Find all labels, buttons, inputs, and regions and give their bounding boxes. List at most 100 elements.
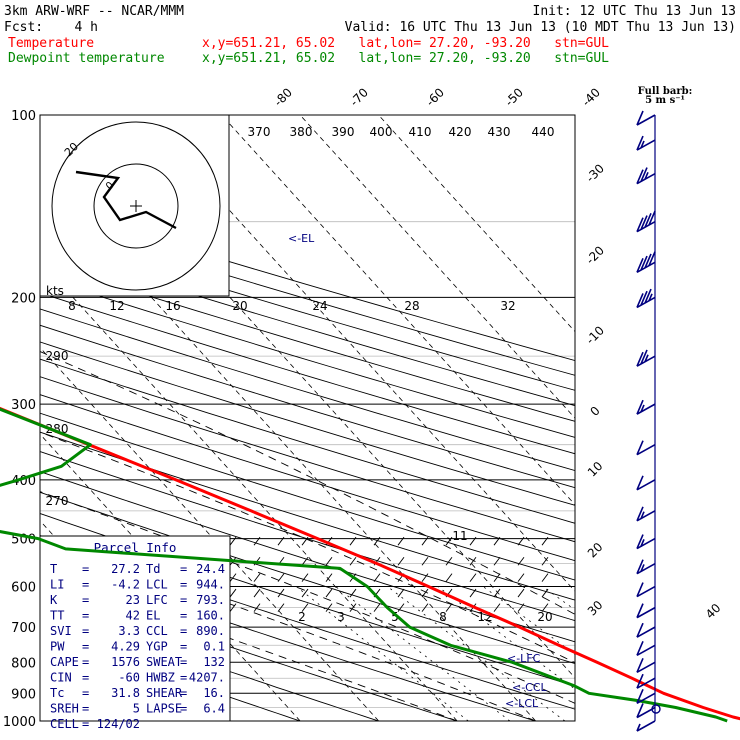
theta-e-tick — [373, 603, 381, 612]
theta-e-tick — [421, 603, 429, 612]
annotation-lcl: <-LCL — [505, 697, 539, 710]
parcel-cell: CIN — [50, 671, 72, 685]
parcel-cell: = — [180, 671, 187, 685]
theta-e-tick — [469, 588, 477, 598]
theta-e-tick — [229, 588, 237, 598]
isotherm — [40, 260, 458, 721]
isotherm — [299, 115, 575, 419]
isotherm — [64, 115, 575, 679]
theta-e-tick — [373, 536, 381, 546]
theta-e-tick — [301, 588, 309, 598]
parcel-cell: = — [82, 702, 89, 716]
parcel-cell: 23 — [126, 593, 140, 607]
parcel-cell: = — [82, 578, 89, 592]
parcel-cell: 1576 — [111, 655, 140, 669]
parcel-cell: = — [180, 593, 187, 607]
theta-label-left: 270 — [46, 494, 69, 508]
parcel-cell: CCL — [146, 624, 168, 638]
mixing-ratio-label: 24 — [312, 299, 327, 313]
parcel-cell: 5 — [133, 702, 140, 716]
parcel-cell: T — [50, 562, 57, 576]
parcel-cell: = — [180, 609, 187, 623]
theta-e-tick — [229, 603, 237, 612]
theta-e-tick — [541, 573, 549, 582]
theta-e-tick — [445, 536, 453, 546]
dry-adiabat — [40, 341, 575, 506]
wind-barb — [636, 440, 656, 456]
parcel-cell: 0.1 — [203, 640, 225, 654]
mixing-ratio-label: 8 — [439, 610, 447, 624]
wind-barbs — [636, 110, 661, 732]
theta-e-tick — [349, 536, 357, 546]
parcel-cell: 6.4 — [203, 702, 225, 716]
mixing-ratio-line — [335, 586, 511, 721]
parcel-cell: SREH — [50, 702, 79, 716]
wind-barb — [636, 673, 656, 689]
parcel-cell: PW — [50, 640, 65, 654]
parcel-cell: 4207. — [189, 671, 225, 685]
parcel-cell: = — [82, 717, 89, 731]
theta-e-tick — [421, 536, 429, 546]
theta-e-tick — [541, 603, 549, 612]
parcel-cell: 42 — [126, 609, 140, 623]
theta-label-top: 370 — [248, 125, 271, 139]
parcel-cell: HWBZ — [146, 671, 175, 685]
wind-barb — [636, 559, 656, 575]
isobar-label-300: 300 — [11, 398, 36, 413]
annotation-el: <-EL — [288, 232, 315, 245]
dry-adiabat — [40, 412, 575, 581]
theta-e-tick — [397, 536, 405, 546]
valid-time: Valid: 16 UTC Thu 13 Jun 13 (10 MDT Thu … — [345, 20, 736, 35]
mixing-ratio-label: 16 — [165, 299, 180, 313]
theta-e-tick — [253, 588, 261, 598]
theta-e-tick — [517, 603, 525, 612]
theta-e-tick — [541, 556, 549, 566]
dry-adiabat — [40, 471, 575, 643]
theta-e-tick — [469, 556, 477, 566]
theta-e-tick — [277, 603, 285, 612]
wind-barb — [636, 349, 656, 367]
parcel-cell: = — [82, 671, 89, 685]
theta-label-top: 390 — [332, 125, 355, 139]
sounding-profiles — [0, 406, 740, 723]
parcel-cell: 27.2 — [111, 562, 140, 576]
theta-e-tick — [541, 588, 549, 598]
parcel-cell: = — [180, 640, 187, 654]
parcel-cell: SWEAT — [146, 655, 182, 669]
mixing-ratio-label: 3 — [337, 610, 345, 624]
parcel-cell: LFC — [146, 593, 168, 607]
theta-e-tick — [445, 603, 453, 612]
isotherm — [40, 173, 536, 721]
theta-e-tick — [349, 588, 357, 598]
theta-e-tick — [517, 556, 525, 566]
parcel-cell: 160. — [196, 609, 225, 623]
parcel-cell: = — [82, 686, 89, 700]
theta-e-tick — [253, 603, 261, 612]
isotherm — [142, 115, 575, 592]
parcel-cell: SHEAR — [146, 686, 183, 700]
parcel-cell: LCL — [146, 578, 168, 592]
dry-adiabat — [40, 261, 575, 422]
barb-legend-line1: Full barb: — [638, 86, 693, 97]
temp-label-right: 20 — [585, 540, 606, 561]
theta-e-tick — [277, 573, 285, 582]
isobar-label-800: 800 — [11, 656, 36, 671]
temp-label-right: 10 — [585, 459, 606, 480]
temp-label-right: -10 — [583, 323, 607, 347]
temperature-profile — [0, 406, 740, 721]
isobar-label-700: 700 — [11, 621, 36, 636]
theta-e-tick — [517, 588, 525, 598]
theta-e-tick — [325, 603, 333, 612]
mixing-ratio-label: 32 — [500, 299, 515, 313]
init-time: Init: 12 UTC Thu 13 Jun 13 — [533, 4, 737, 19]
parcel-cell: 132 — [203, 655, 225, 669]
annotation-lfc: <-LFC — [507, 652, 541, 665]
theta-e-tick — [397, 588, 405, 598]
theta-e-tick — [493, 603, 501, 612]
theta-e-tick — [349, 603, 357, 612]
parcel-cell: = — [180, 655, 187, 669]
parcel-cell: LI — [50, 578, 64, 592]
hodograph-ring-inner — [93, 163, 179, 249]
